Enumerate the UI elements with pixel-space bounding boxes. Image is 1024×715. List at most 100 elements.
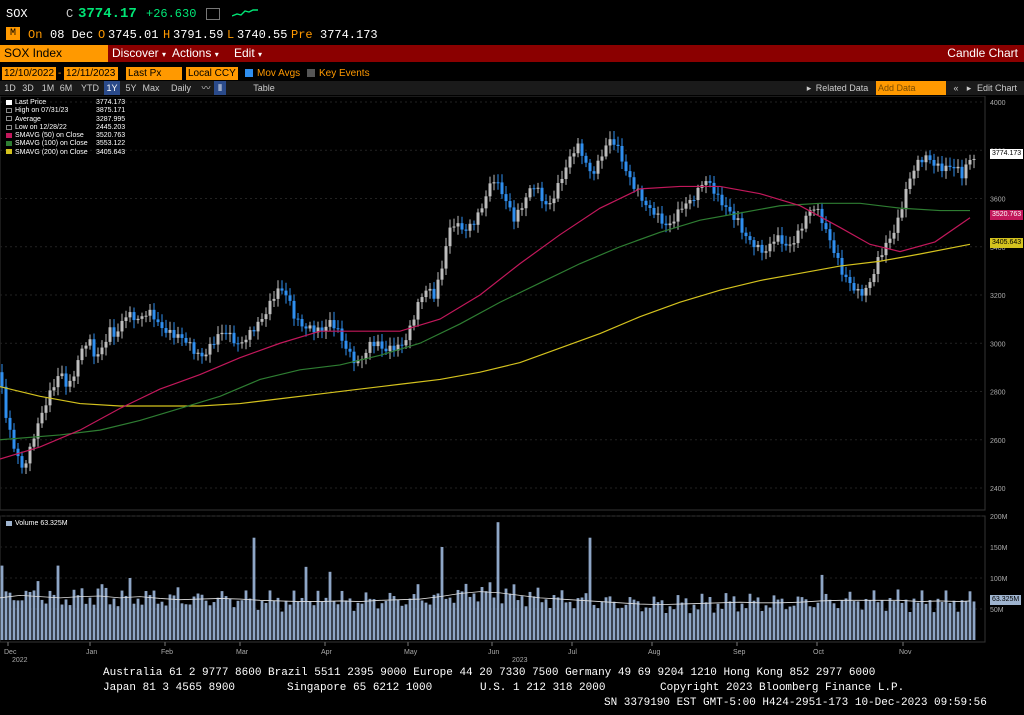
candle <box>428 288 432 291</box>
start-date-input[interactable]: 12/10/2022 <box>2 67 56 80</box>
period-button-1y[interactable]: 1Y <box>104 81 120 95</box>
volume-bar <box>888 598 892 640</box>
mov-avgs-label[interactable]: Mov Avgs <box>257 68 301 79</box>
table-button[interactable]: Table <box>253 83 275 93</box>
discover-menu[interactable]: Discover ▾ <box>112 45 166 62</box>
actions-menu[interactable]: Actions ▾ <box>172 45 219 62</box>
line-chart-icon[interactable]: 〰 <box>201 83 211 93</box>
candle <box>756 244 760 248</box>
edit-chart-button[interactable]: Edit Chart <box>976 83 1018 93</box>
candle <box>564 167 568 179</box>
candle <box>584 155 588 163</box>
volume-bar <box>488 582 492 640</box>
candle <box>332 320 336 329</box>
candle <box>176 334 180 338</box>
legend-value: 3287.995 <box>96 115 126 123</box>
volume-bar <box>748 593 752 640</box>
candle <box>228 332 232 335</box>
volume-bar <box>696 609 700 640</box>
x-tick-label: Jan <box>86 649 97 656</box>
period-button-max[interactable]: Max <box>142 83 160 93</box>
volume-bar <box>760 610 764 640</box>
volume-bar <box>272 600 276 640</box>
volume-bar <box>76 595 80 640</box>
candle <box>140 316 144 319</box>
x-tick-label: Oct <box>813 649 824 656</box>
volume-bar <box>124 595 128 640</box>
candle <box>824 223 828 230</box>
add-data-input[interactable]: Add Data <box>876 81 946 95</box>
frequency-select[interactable]: Daily <box>170 83 191 93</box>
candle <box>740 218 744 233</box>
candle <box>292 300 296 319</box>
period-button-5y[interactable]: 5Y <box>125 83 137 93</box>
candle <box>356 360 360 364</box>
key-events-label[interactable]: Key Events <box>319 68 370 79</box>
candle <box>56 376 60 388</box>
field-select[interactable]: Last Px <box>126 67 182 80</box>
last-prefix: C <box>66 7 74 21</box>
volume-bar <box>304 566 308 640</box>
volume-bar <box>660 600 664 640</box>
volume-bar <box>352 610 356 640</box>
related-data-button[interactable]: Related Data <box>815 83 869 93</box>
candle <box>16 448 20 457</box>
volume-bar <box>868 599 872 640</box>
volume-legend: Volume 63.325M <box>6 520 68 527</box>
volume-bar <box>48 590 52 640</box>
legend-swatch <box>6 116 12 122</box>
candle <box>588 162 592 172</box>
candle <box>696 187 700 201</box>
candle <box>724 205 728 207</box>
period-button-6m[interactable]: 6M <box>59 83 73 93</box>
volume-bar <box>168 594 172 640</box>
ticker-label: SOX <box>6 7 28 21</box>
volume-bar <box>112 598 116 640</box>
volume-bar <box>572 608 576 640</box>
candle <box>28 446 32 464</box>
price-volume-chart[interactable]: 24002600280030003200340036003800400050M1… <box>0 96 1024 662</box>
mov-avgs-checkbox[interactable] <box>245 69 253 77</box>
candle-chart-icon[interactable]: ⫴ <box>214 81 226 95</box>
candle <box>680 208 684 210</box>
volume-bar <box>628 597 632 640</box>
footer-phone-japan: Japan 81 3 4565 8900 <box>103 682 236 694</box>
edit-menu[interactable]: Edit ▾ <box>234 45 262 62</box>
volume-bar <box>252 537 256 640</box>
volume-bar <box>476 601 480 640</box>
end-date-input[interactable]: 12/11/2023 <box>64 67 118 80</box>
candle <box>912 170 916 179</box>
sparkline-box-icon[interactable] <box>206 8 220 20</box>
legend-label: SMAVG (50) on Close <box>15 132 84 140</box>
volume-bar <box>676 595 680 640</box>
period-button-1m[interactable]: 1M <box>41 83 55 93</box>
share-icon[interactable]: « <box>953 83 959 93</box>
candle <box>668 223 672 226</box>
candle <box>324 326 328 332</box>
security-field[interactable]: SOX Index <box>0 45 108 62</box>
candle <box>92 339 96 357</box>
period-button-ytd[interactable]: YTD <box>81 83 99 93</box>
candle <box>188 342 192 344</box>
candle <box>808 209 812 216</box>
period-button-1d[interactable]: 1D <box>4 83 16 93</box>
currency-select[interactable]: Local CCY <box>186 67 238 80</box>
key-events-checkbox[interactable] <box>307 69 315 77</box>
candle <box>408 325 412 341</box>
volume-bar <box>348 598 352 640</box>
market-status-icon[interactable]: M <box>6 27 20 40</box>
legend-label: Average <box>15 115 41 123</box>
candle <box>684 203 688 209</box>
candle <box>616 144 620 146</box>
legend-item: Average 3287.995 <box>6 115 125 124</box>
candle <box>372 341 376 347</box>
volume-bar <box>52 594 56 640</box>
volume-bar <box>364 592 368 640</box>
period-button-3d[interactable]: 3D <box>22 83 34 93</box>
price-tick-label: 3000 <box>990 341 1006 348</box>
candle <box>60 373 64 377</box>
x-tick-label: Sep <box>733 649 746 656</box>
volume-bar <box>804 599 808 640</box>
candle <box>872 274 876 283</box>
volume-bar <box>632 599 636 640</box>
